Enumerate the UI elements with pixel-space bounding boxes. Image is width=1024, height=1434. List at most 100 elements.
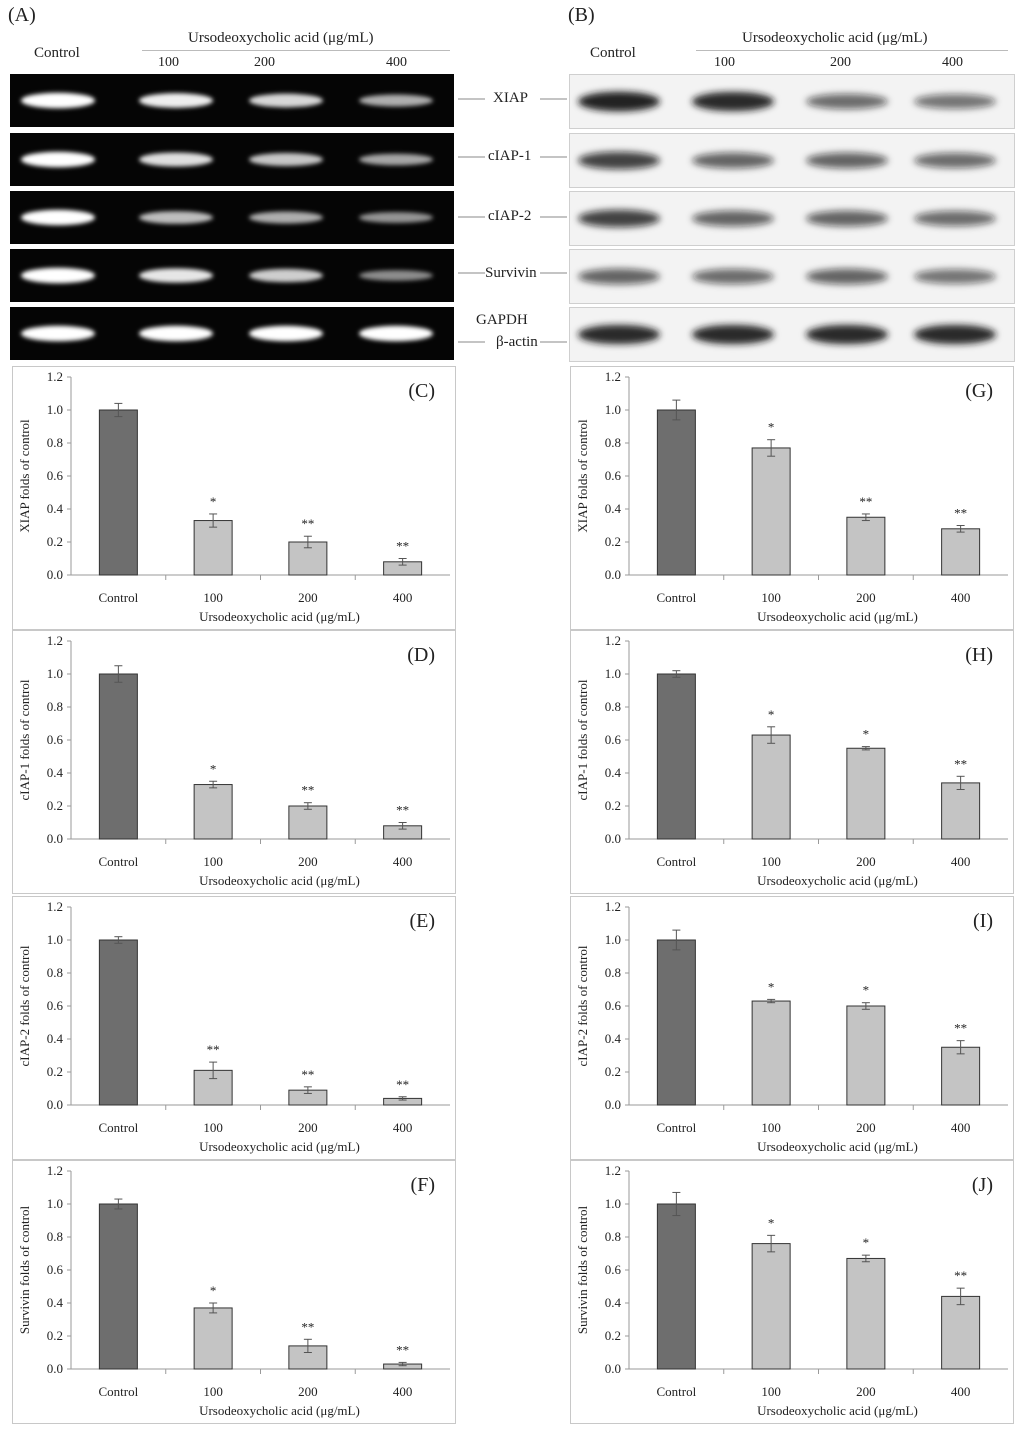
significance-marker: ** — [301, 516, 314, 531]
band — [578, 268, 660, 285]
band — [692, 268, 774, 285]
blot-strip-5 — [569, 307, 1015, 362]
bar-400 — [941, 528, 981, 576]
bar-chart-panel: 0.0 0.2 0.4 0.6 0.8 1.0 1.2 Control * 100 ** 200 ** 4… — [12, 630, 456, 894]
x-category-label: 200 — [856, 590, 876, 605]
bar-control — [656, 1203, 696, 1370]
x-category-label: Control — [99, 590, 139, 605]
y-tick-label: 0.0 — [605, 1097, 621, 1112]
gel-strip-svg — [21, 267, 433, 284]
band-label-beta-actin: β-actin — [496, 334, 538, 350]
x-axis-label: Ursodeoxycholic acid (μg/mL) — [757, 1403, 918, 1418]
x-category-label: Control — [99, 1384, 139, 1399]
bar-control — [98, 939, 138, 1106]
gel-strip-1 — [10, 74, 454, 127]
bar-100 — [193, 1307, 233, 1370]
blot-control-label: Control — [590, 45, 636, 61]
gel-strip-4 — [10, 249, 454, 302]
panel-letter-b: (B) — [568, 4, 595, 26]
y-tick-label: 0.8 — [47, 965, 63, 980]
y-axis-label: Survivin folds of control — [575, 1206, 590, 1335]
y-tick-label: 0.2 — [47, 1064, 63, 1079]
band — [139, 152, 213, 167]
band-label-xiap: XIAP — [493, 90, 529, 106]
x-axis-label: Ursodeoxycholic acid (μg/mL) — [757, 609, 918, 624]
band — [692, 210, 774, 227]
y-tick-label: 0.2 — [605, 1328, 621, 1343]
bar-200 — [288, 805, 328, 840]
band — [578, 324, 660, 345]
band — [21, 209, 95, 226]
blot-strip-svg — [578, 268, 996, 285]
x-category-label: Control — [99, 854, 139, 869]
band — [249, 325, 323, 342]
y-tick-label: 1.0 — [605, 666, 621, 681]
x-category-label: 200 — [298, 1384, 318, 1399]
bar-chart-panel: 0.0 0.2 0.4 0.6 0.8 1.0 1.2 Control * 100 ** 200 ** 4… — [12, 1160, 456, 1424]
x-category-label: 200 — [856, 1120, 876, 1135]
x-axis-label: Ursodeoxycholic acid (μg/mL) — [199, 609, 360, 624]
x-category-label: 400 — [393, 854, 413, 869]
gel-strip-svg — [21, 209, 433, 226]
band — [914, 94, 996, 109]
blot-strip-svg — [578, 91, 996, 112]
band — [578, 151, 660, 170]
bar-100 — [751, 1000, 791, 1106]
gel-strip-svg — [21, 151, 433, 168]
panel-letter: (D) — [407, 644, 435, 666]
bar-control — [656, 409, 696, 576]
y-tick-label: 0.2 — [605, 798, 621, 813]
bar-chart-panel: 0.0 0.2 0.4 0.6 0.8 1.0 1.2 Control ** 100 ** 200 **… — [12, 896, 456, 1160]
x-category-label: 200 — [856, 1384, 876, 1399]
panel-letter: (I) — [973, 910, 993, 932]
significance-marker: * — [768, 979, 775, 994]
y-tick-label: 1.2 — [47, 899, 63, 914]
bar-chart-svg: 0.0 0.2 0.4 0.6 0.8 1.0 1.2 Control ** 100 ** 200 **… — [17, 899, 450, 1154]
blot-strip-3 — [569, 191, 1015, 246]
bar-200 — [846, 516, 886, 576]
y-tick-label: 0.4 — [605, 765, 622, 780]
y-tick-label: 0.8 — [47, 699, 63, 714]
y-tick-label: 1.2 — [47, 633, 63, 648]
significance-marker: ** — [301, 1067, 314, 1082]
y-tick-label: 0.0 — [47, 1097, 63, 1112]
band — [914, 152, 996, 169]
bar-control — [656, 673, 696, 840]
band — [806, 324, 888, 345]
significance-marker: * — [863, 1235, 870, 1250]
x-axis-label: Ursodeoxycholic acid (μg/mL) — [199, 1139, 360, 1154]
x-category-label: 100 — [203, 1384, 223, 1399]
gel-strip-5 — [10, 307, 454, 360]
gel-treatment-header: Ursodeoxycholic acid (μg/mL) — [188, 30, 374, 46]
significance-marker: * — [863, 983, 870, 998]
y-tick-label: 0.6 — [47, 998, 64, 1013]
band — [578, 209, 660, 228]
gel-lane-200: 200 — [254, 55, 275, 70]
y-axis-label: Survivin folds of control — [17, 1206, 32, 1335]
y-tick-label: 0.0 — [605, 1361, 621, 1376]
x-axis-label: Ursodeoxycholic acid (μg/mL) — [199, 873, 360, 888]
panel-letter-a: (A) — [8, 4, 36, 26]
band — [21, 151, 95, 168]
gel-strip-2 — [10, 133, 454, 186]
bar-chart-svg: 0.0 0.2 0.4 0.6 0.8 1.0 1.2 Control * 100 * 200 ** 40… — [575, 1163, 1008, 1418]
x-category-label: Control — [657, 1120, 697, 1135]
band — [359, 325, 433, 342]
panel-letter: (J) — [972, 1174, 993, 1196]
band — [359, 212, 433, 223]
bar-200 — [846, 1257, 886, 1370]
blot-strip-svg — [578, 324, 996, 345]
band — [249, 153, 323, 166]
panel-letter: (C) — [408, 380, 435, 402]
y-tick-label: 0.8 — [605, 699, 621, 714]
blot-treatment-header: Ursodeoxycholic acid (μg/mL) — [742, 30, 928, 46]
bar-chart-panel: 0.0 0.2 0.4 0.6 0.8 1.0 1.2 Control * 100 * 200 ** 40… — [570, 630, 1014, 894]
significance-marker: ** — [396, 1077, 409, 1092]
gel-strip-svg — [21, 92, 433, 109]
y-tick-label: 0.6 — [605, 732, 622, 747]
bar-100 — [751, 734, 791, 840]
y-tick-label: 0.2 — [47, 534, 63, 549]
blot-strip-svg — [578, 151, 996, 170]
band — [139, 93, 213, 108]
band — [21, 92, 95, 109]
